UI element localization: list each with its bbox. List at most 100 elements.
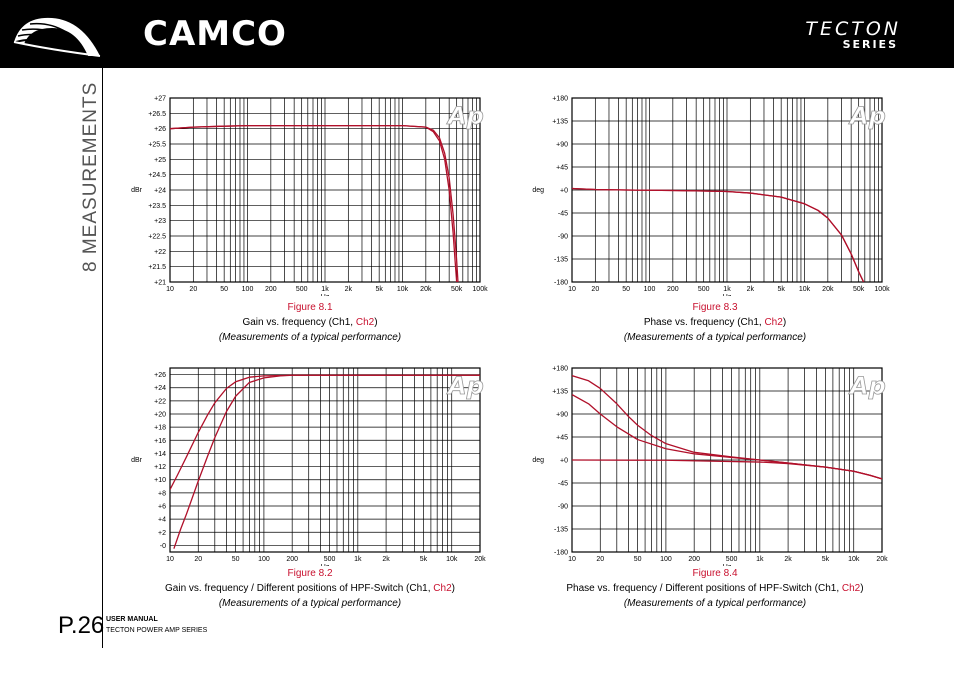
y-axis-label: dBr (131, 457, 143, 464)
x-tick-label: 100k (874, 286, 890, 293)
x-tick-label: 50k (853, 286, 865, 293)
series-name: TECTON (805, 18, 901, 40)
x-tick-label: 10 (166, 286, 174, 293)
x-tick-label: 5k (420, 556, 428, 563)
caption-ch2: Ch2 (433, 583, 452, 594)
x-tick-label: 200 (265, 286, 277, 293)
chart-figure-8-2: Ap -0 +2 +4 +6 +8 +10 +12 +14 +16 +18 +20 +22 +24 +26 1… (120, 356, 490, 566)
y-tick-label: -0 (160, 543, 166, 550)
y-tick-label: +23 (154, 218, 166, 225)
section-title: 8 MEASUREMENTS (80, 81, 101, 272)
y-tick-label: +90 (556, 142, 568, 149)
chart-svg: Ap -180 -135 -90 -45 +0 +45 +90 +135 +180 10 20 50 10… (532, 366, 888, 567)
figure-note: (Measurements of a typical performance) (218, 598, 402, 609)
y-tick-label: +8 (158, 490, 166, 497)
x-tick-label: 20 (189, 286, 197, 293)
x-tick-label: 2k (747, 286, 755, 293)
y-tick-label: +22 (154, 249, 166, 256)
y-tick-label: +23.5 (148, 203, 166, 210)
x-tick-label: 20k (876, 556, 888, 563)
figure-caption: Gain vs. frequency / Different positions… (140, 583, 480, 594)
y-tick-label: +14 (154, 451, 166, 458)
figure-caption: Gain vs. frequency (Ch1, Ch2) (160, 317, 460, 328)
x-tick-label: 50k (451, 286, 463, 293)
footer-manual-label: USER MANUAL (106, 616, 158, 623)
y-tick-label: -135 (554, 527, 568, 534)
x-tick-label: 10k (848, 556, 860, 563)
figure-label: Figure 8.4 (692, 568, 738, 579)
caption-ch2: Ch2 (355, 317, 375, 328)
y-tick-label: -45 (558, 481, 568, 488)
caption-end: ) (451, 583, 455, 594)
caption-text: Phase vs. frequency (Ch1, (643, 317, 765, 328)
y-tick-label: +26 (154, 372, 166, 379)
figure-caption: Phase vs. frequency / Different position… (545, 583, 885, 594)
x-tick-label: 2k (784, 556, 792, 563)
x-tick-label: 2k (382, 556, 390, 563)
side-divider (102, 68, 103, 648)
brand-logo-text: CAMCO (143, 14, 287, 54)
x-tick-label: 1k (321, 286, 329, 293)
x-tick-label: 500 (296, 286, 308, 293)
x-tick-label: 1k (756, 556, 764, 563)
y-tick-label: +135 (552, 119, 568, 126)
y-tick-label: -90 (558, 504, 568, 511)
y-tick-label: +22.5 (148, 234, 166, 241)
x-tick-label: 100 (242, 286, 254, 293)
x-tick-label: 5k (777, 286, 785, 293)
chart-svg: Ap -180 -135 -90 -45 +0 +45 +90 +135 +180 10 20 50 10… (532, 96, 890, 297)
plot-frame (169, 97, 481, 283)
x-tick-label: 20k (822, 286, 834, 293)
x-tick-label: 20 (194, 556, 202, 563)
y-tick-label: +24.5 (148, 172, 166, 179)
y-tick-label: +24 (154, 188, 166, 195)
x-tick-label: 200 (688, 556, 700, 563)
x-tick-label: 20 (591, 286, 599, 293)
y-tick-label: +2 (158, 530, 166, 537)
x-tick-label: 20k (420, 286, 432, 293)
x-axis-label: Hz (723, 294, 732, 296)
y-tick-label: +45 (556, 435, 568, 442)
x-tick-label: 200 (667, 286, 679, 293)
x-tick-label: 500 (698, 286, 710, 293)
x-tick-label: 100 (644, 286, 656, 293)
x-tick-label: 10k (397, 286, 409, 293)
x-tick-label: 20 (596, 556, 604, 563)
y-tick-label: +18 (154, 425, 166, 432)
series-line (572, 187, 865, 282)
figure-note: (Measurements of a typical performance) (623, 332, 807, 343)
camco-emblem-icon (13, 17, 101, 57)
x-tick-label: 5k (375, 286, 383, 293)
caption-text: Phase vs. frequency / Different position… (566, 583, 842, 594)
x-tick-label: 10 (568, 556, 576, 563)
caption-end: ) (860, 583, 864, 594)
chart-svg: Ap +21 +21.5 +22 +22.5 +23 +23.5 +24 +24.5 +25 +25… (131, 96, 488, 297)
y-tick-label: +21.5 (148, 264, 166, 271)
page-header: CAMCO TECTON SERIES (0, 0, 954, 68)
y-tick-label: -45 (558, 211, 568, 218)
x-tick-label: 200 (286, 556, 298, 563)
plot-frame (169, 367, 481, 553)
series-line (572, 459, 882, 480)
x-tick-label: 1k (354, 556, 362, 563)
figure-caption: Phase vs. frequency (Ch1, Ch2) (565, 317, 865, 328)
y-tick-label: +26.5 (148, 111, 166, 118)
x-tick-label: 10k (799, 286, 811, 293)
y-tick-label: +6 (158, 504, 166, 511)
caption-end: ) (782, 317, 787, 328)
y-tick-label: +180 (552, 366, 568, 373)
figure-label: Figure 8.1 (287, 302, 333, 313)
x-tick-label: 500 (726, 556, 738, 563)
y-axis-label: dBr (131, 187, 143, 194)
y-tick-label: +21 (154, 280, 166, 287)
y-tick-label: +45 (556, 165, 568, 172)
figure-label: Figure 8.3 (692, 302, 738, 313)
y-tick-label: -180 (554, 280, 568, 287)
caption-end: ) (374, 317, 378, 328)
y-tick-label: +90 (556, 412, 568, 419)
y-tick-label: +12 (154, 464, 166, 471)
x-tick-label: 5k (822, 556, 830, 563)
ap-watermark-icon: Ap (446, 372, 484, 400)
series-line (572, 187, 865, 282)
series-word: SERIES (842, 38, 898, 51)
